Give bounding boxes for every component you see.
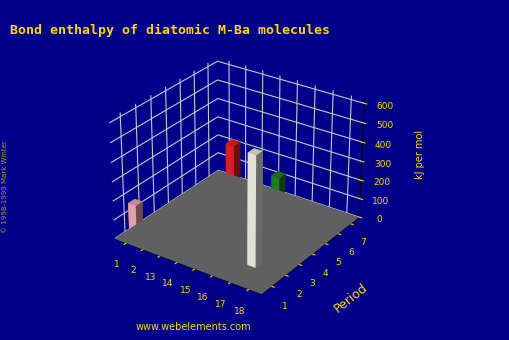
Text: www.webelements.com: www.webelements.com: [136, 322, 251, 332]
Y-axis label: Period: Period: [331, 281, 370, 315]
Text: © 1998-1999 Mark Winter: © 1998-1999 Mark Winter: [2, 141, 8, 233]
Text: Bond enthalpy of diatomic M-Ba molecules: Bond enthalpy of diatomic M-Ba molecules: [10, 24, 329, 37]
